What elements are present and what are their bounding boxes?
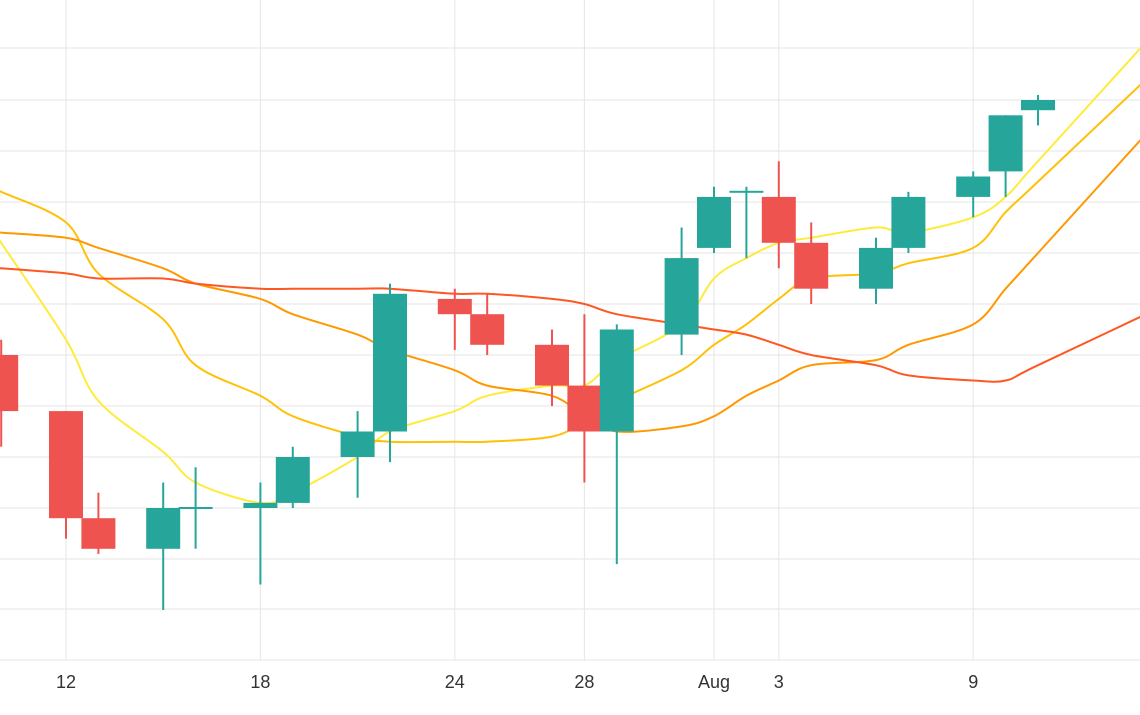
candles	[0, 94, 1055, 610]
candle-body	[437, 298, 472, 315]
candle-up	[956, 171, 991, 218]
candle-body	[761, 196, 796, 243]
moving-average-line-4	[0, 267, 1140, 383]
candle-body	[340, 431, 375, 457]
candle-body	[373, 293, 407, 432]
candle-up	[275, 446, 310, 508]
x-tick-label: Aug	[698, 672, 730, 692]
candle-body	[146, 508, 181, 549]
candle-down	[761, 161, 796, 269]
candle-body	[859, 247, 893, 289]
candle-up	[340, 411, 375, 498]
candle-body	[178, 507, 213, 509]
x-tick-label: 28	[574, 672, 594, 692]
candle-body	[0, 355, 19, 412]
candle-down	[470, 293, 505, 355]
moving-average-line-3	[0, 139, 1140, 433]
candle-up	[988, 115, 1023, 197]
candle-down	[0, 339, 19, 447]
candle-body	[729, 190, 764, 193]
candle-body	[1021, 100, 1055, 111]
candle-up	[599, 324, 634, 565]
candle-body	[243, 502, 278, 508]
candle-up	[373, 283, 407, 463]
candle-down	[794, 222, 829, 304]
candle-up	[146, 482, 181, 610]
candle-body	[988, 115, 1023, 172]
candle-down	[437, 288, 472, 350]
x-tick-label: 18	[250, 672, 270, 692]
candle-up	[859, 237, 893, 304]
candle-body	[81, 518, 116, 549]
candle-body	[664, 258, 699, 335]
x-axis: 12 18 24 28 Aug 3 9	[56, 672, 978, 692]
candle-body	[956, 176, 991, 197]
x-tick-label: 3	[774, 672, 784, 692]
candle-up	[891, 191, 926, 253]
candle-body	[470, 314, 505, 345]
x-tick-label: 9	[968, 672, 978, 692]
candle-down	[567, 314, 602, 483]
candle-body	[535, 344, 569, 386]
candle-body	[275, 457, 310, 503]
candle-up	[1021, 94, 1055, 126]
candle-down	[81, 492, 116, 554]
candle-body	[599, 329, 634, 432]
candle-body	[794, 242, 829, 289]
candle-body	[49, 411, 83, 519]
candle-up	[729, 186, 764, 259]
candle-down	[535, 329, 569, 406]
candle-body	[567, 385, 602, 432]
x-tick-label: 24	[445, 672, 465, 692]
candle-down	[49, 411, 83, 539]
moving-average-line-2	[0, 83, 1140, 444]
candle-body	[891, 196, 926, 248]
candle-up	[697, 186, 731, 253]
candle-body	[697, 196, 731, 248]
x-tick-label: 12	[56, 672, 76, 692]
candle-up	[178, 467, 213, 549]
candle-up	[664, 227, 699, 355]
candle-up	[243, 482, 278, 585]
